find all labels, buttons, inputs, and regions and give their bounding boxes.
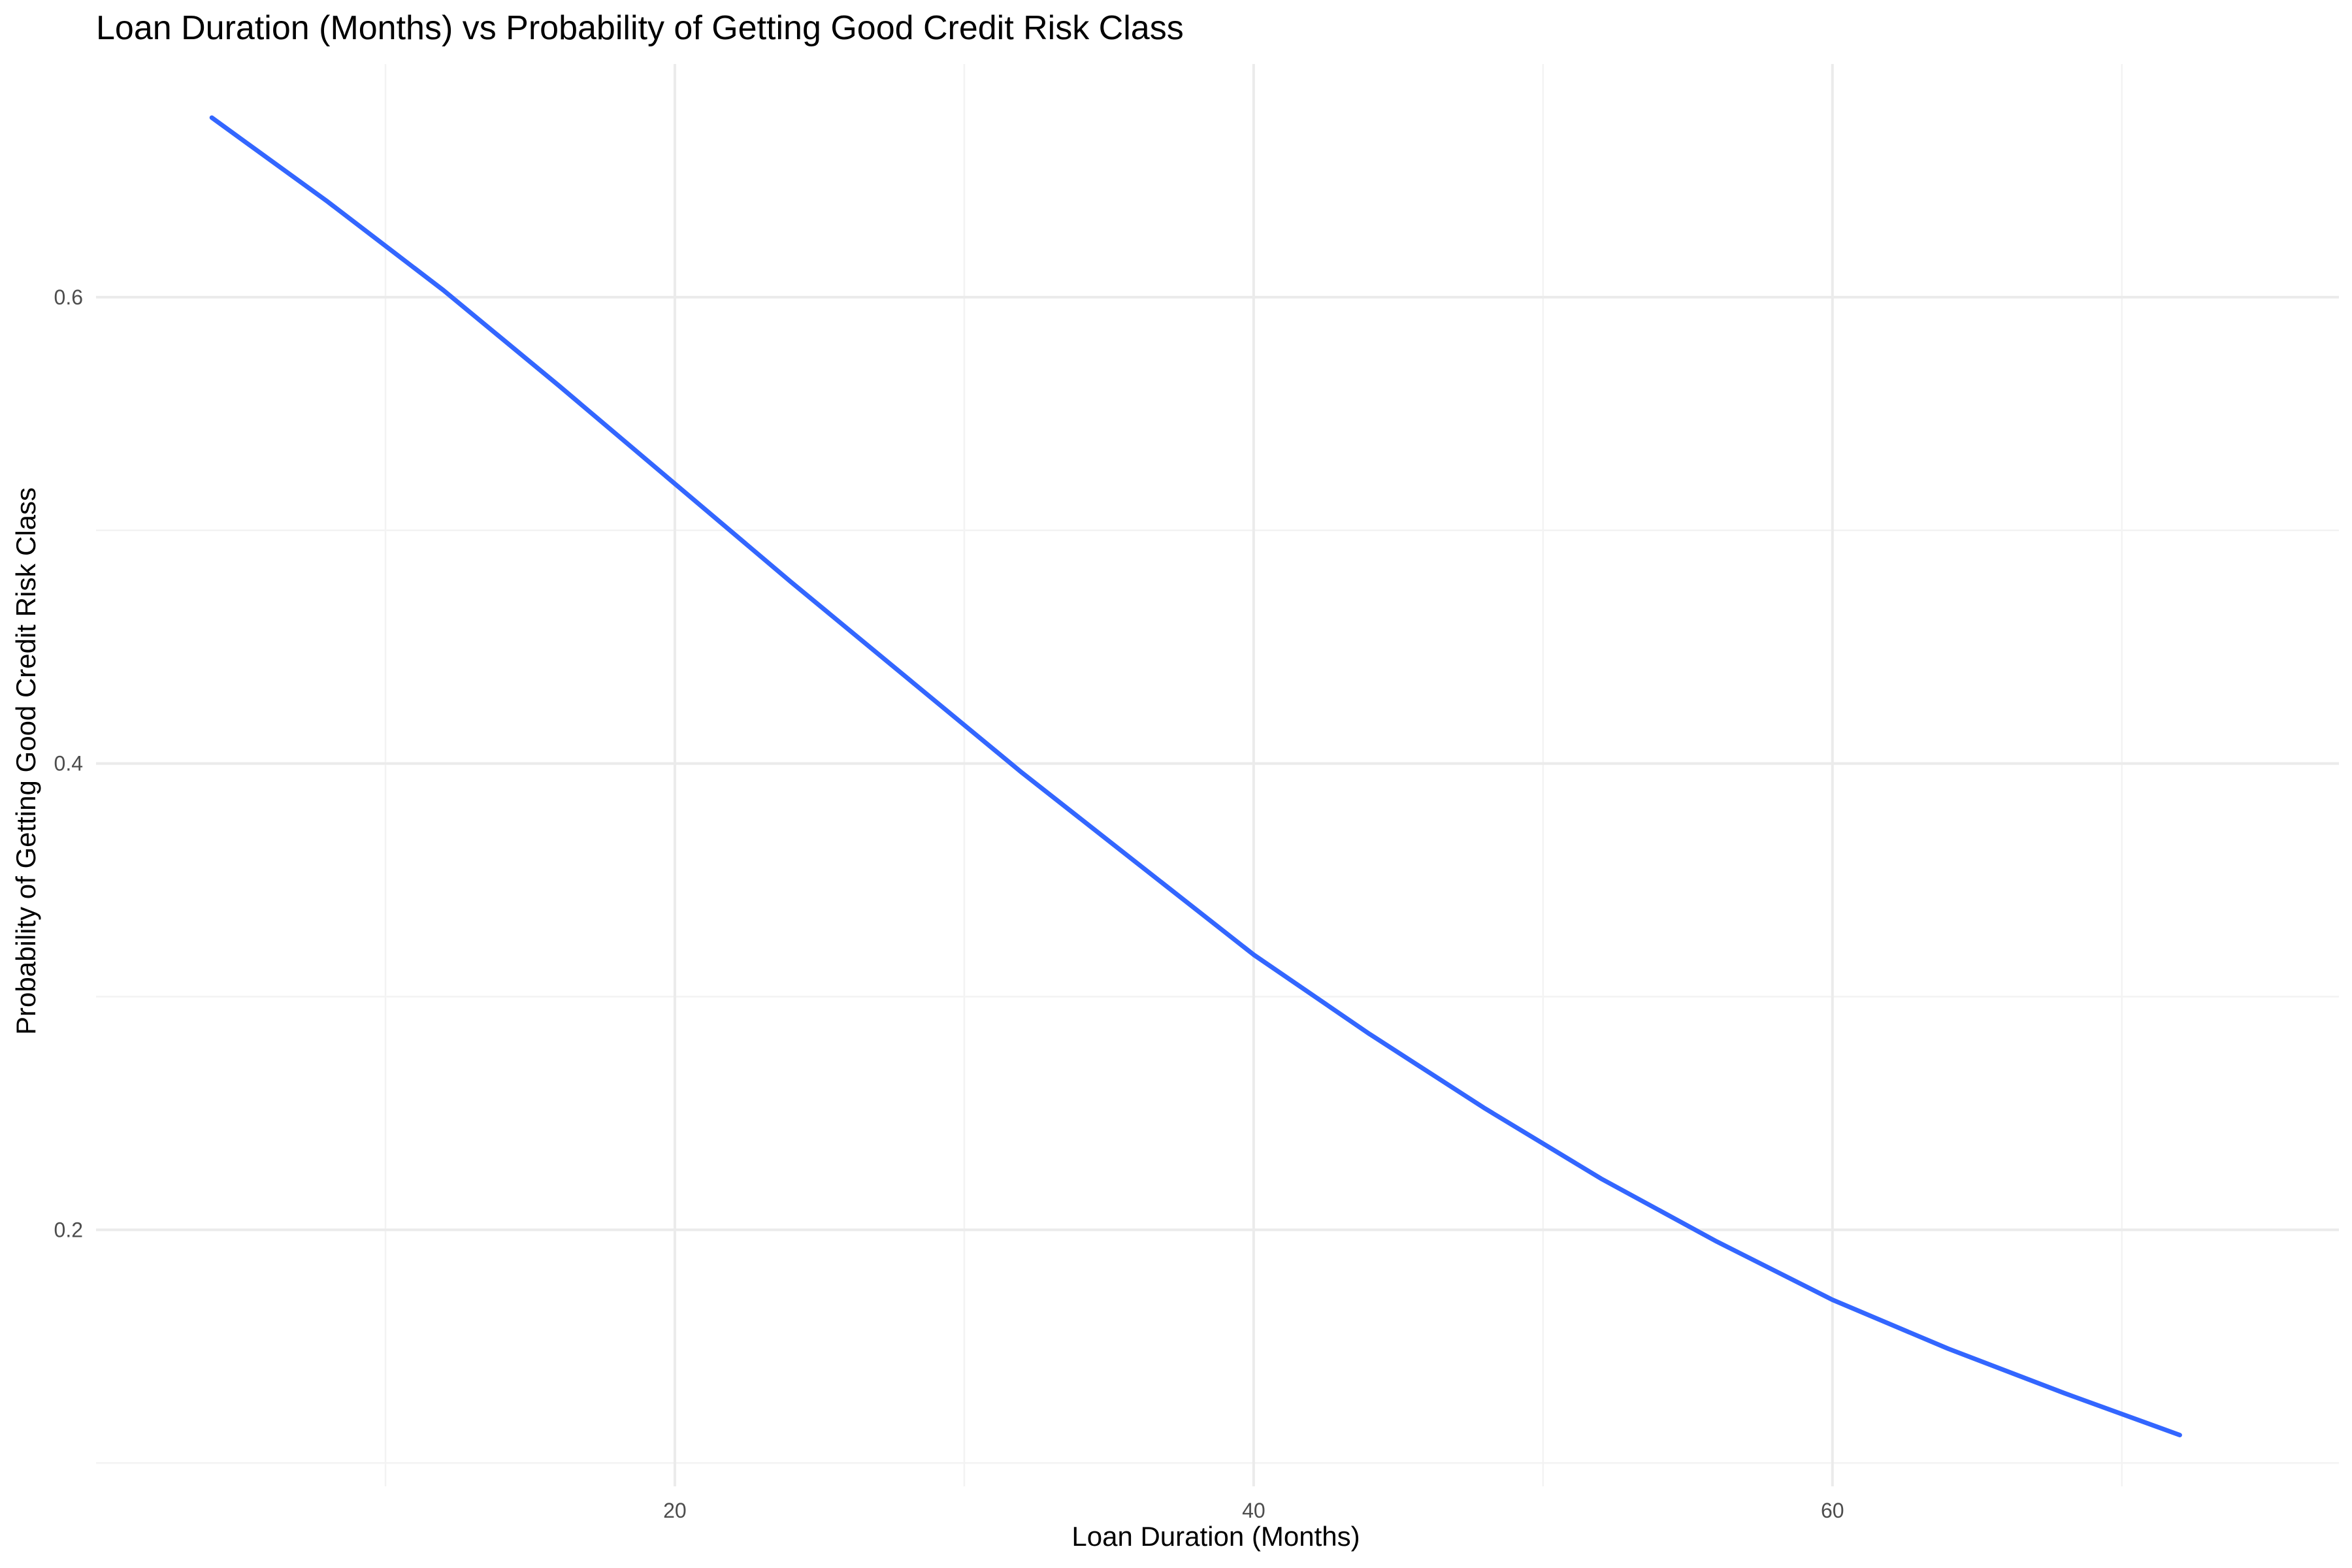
series-line	[209, 115, 2182, 1437]
series-layer	[209, 115, 2182, 1437]
y-tick-label: 0.6	[54, 286, 83, 309]
x-axis-title: Loan Duration (Months)	[1071, 1521, 1360, 1552]
y-axis-ticks: 0.2 0.4 0.6	[54, 286, 83, 1242]
x-tick-label: 60	[1821, 1499, 1844, 1522]
y-tick-label: 0.2	[54, 1218, 83, 1241]
y-axis-title: Probability of Getting Good Credit Risk …	[10, 487, 41, 1035]
x-tick-label: 40	[1242, 1499, 1266, 1522]
x-tick-label: 20	[663, 1499, 687, 1522]
major-gridlines	[96, 64, 2339, 1486]
chart-title: Loan Duration (Months) vs Probability of…	[96, 9, 1184, 47]
minor-gridlines	[96, 64, 2339, 1486]
x-axis-ticks: 20 40 60	[663, 1499, 1844, 1522]
y-tick-label: 0.4	[54, 752, 83, 776]
